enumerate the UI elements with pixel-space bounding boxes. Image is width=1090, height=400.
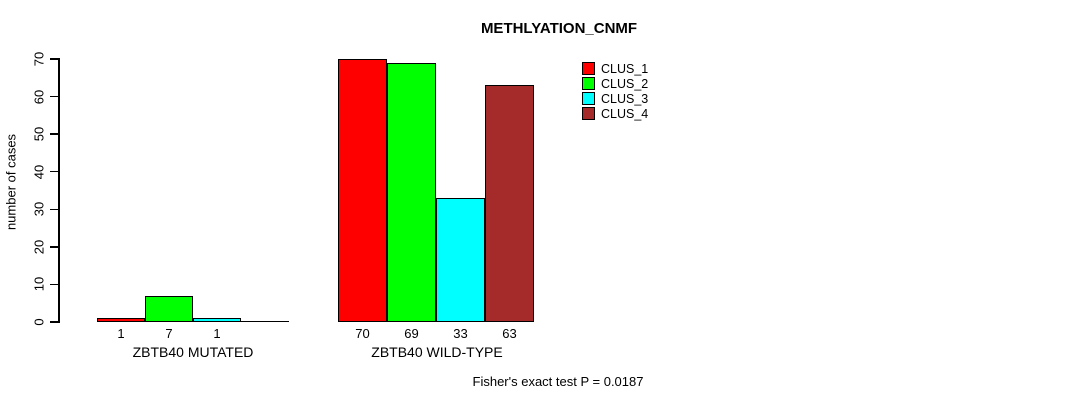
legend-label: CLUS_3 [601, 91, 649, 106]
bar-value-label: 7 [165, 326, 173, 341]
y-tick-label: 60 [31, 89, 47, 104]
bar-value-label: 33 [453, 326, 468, 341]
y-tick [50, 133, 58, 135]
y-tick [50, 283, 58, 286]
bar-clus_2-mutated [145, 296, 193, 322]
bar-clus_2-wild-type [387, 63, 436, 322]
legend-swatch-clus_2 [582, 77, 595, 90]
bar-clus_3-mutated [193, 318, 241, 322]
x-category-label-wild-type: ZBTB40 WILD-TYPE [371, 344, 503, 360]
bar-value-label: 63 [502, 326, 517, 341]
legend-item-clus_3: CLUS_3 [582, 91, 648, 106]
fisher-test-caption: Fisher's exact test P = 0.0187 [472, 374, 644, 389]
bar-clus_4-mutated [241, 320, 289, 322]
y-axis-label: number of cases [3, 133, 19, 231]
y-tick-label: 50 [31, 126, 47, 142]
legend-label: CLUS_2 [601, 76, 649, 91]
y-tick [50, 170, 58, 173]
y-tick-label: 10 [31, 277, 47, 292]
legend-item-clus_2: CLUS_2 [582, 76, 648, 91]
y-tick-label: 40 [31, 164, 47, 179]
bar-clus_4-wild-type [485, 85, 534, 322]
legend-swatch-clus_1 [582, 62, 595, 75]
y-tick-label: 20 [31, 239, 47, 255]
bar-clus_1-mutated [97, 318, 145, 322]
chart-title: METHLYATION_CNMF [480, 20, 638, 37]
bar-value-label: 1 [117, 326, 125, 341]
bar-value-label: 70 [355, 326, 370, 341]
y-tick [50, 95, 58, 98]
y-tick [50, 208, 58, 211]
y-axis-line [58, 58, 60, 323]
bar-clus_3-wild-type [436, 198, 485, 322]
legend-item-clus_1: CLUS_1 [582, 61, 648, 76]
y-tick-label: 30 [31, 202, 47, 217]
bar-value-label: 1 [213, 326, 221, 341]
legend-label: CLUS_4 [601, 106, 649, 121]
bar-clus_1-wild-type [338, 59, 387, 322]
bar-value-label: 69 [404, 326, 419, 341]
legend-swatch-clus_4 [582, 107, 595, 120]
y-tick [50, 321, 58, 323]
chart-legend: CLUS_1 CLUS_2 CLUS_3 CLUS_4 [582, 61, 648, 121]
y-tick-label: 0 [31, 318, 47, 326]
legend-swatch-clus_3 [582, 92, 595, 105]
x-category-label-mutated: ZBTB40 MUTATED [132, 344, 254, 360]
y-tick [50, 246, 58, 248]
legend-label: CLUS_1 [601, 61, 649, 76]
y-tick [50, 58, 58, 60]
y-tick-label: 70 [31, 51, 47, 67]
legend-item-clus_4: CLUS_4 [582, 106, 648, 121]
